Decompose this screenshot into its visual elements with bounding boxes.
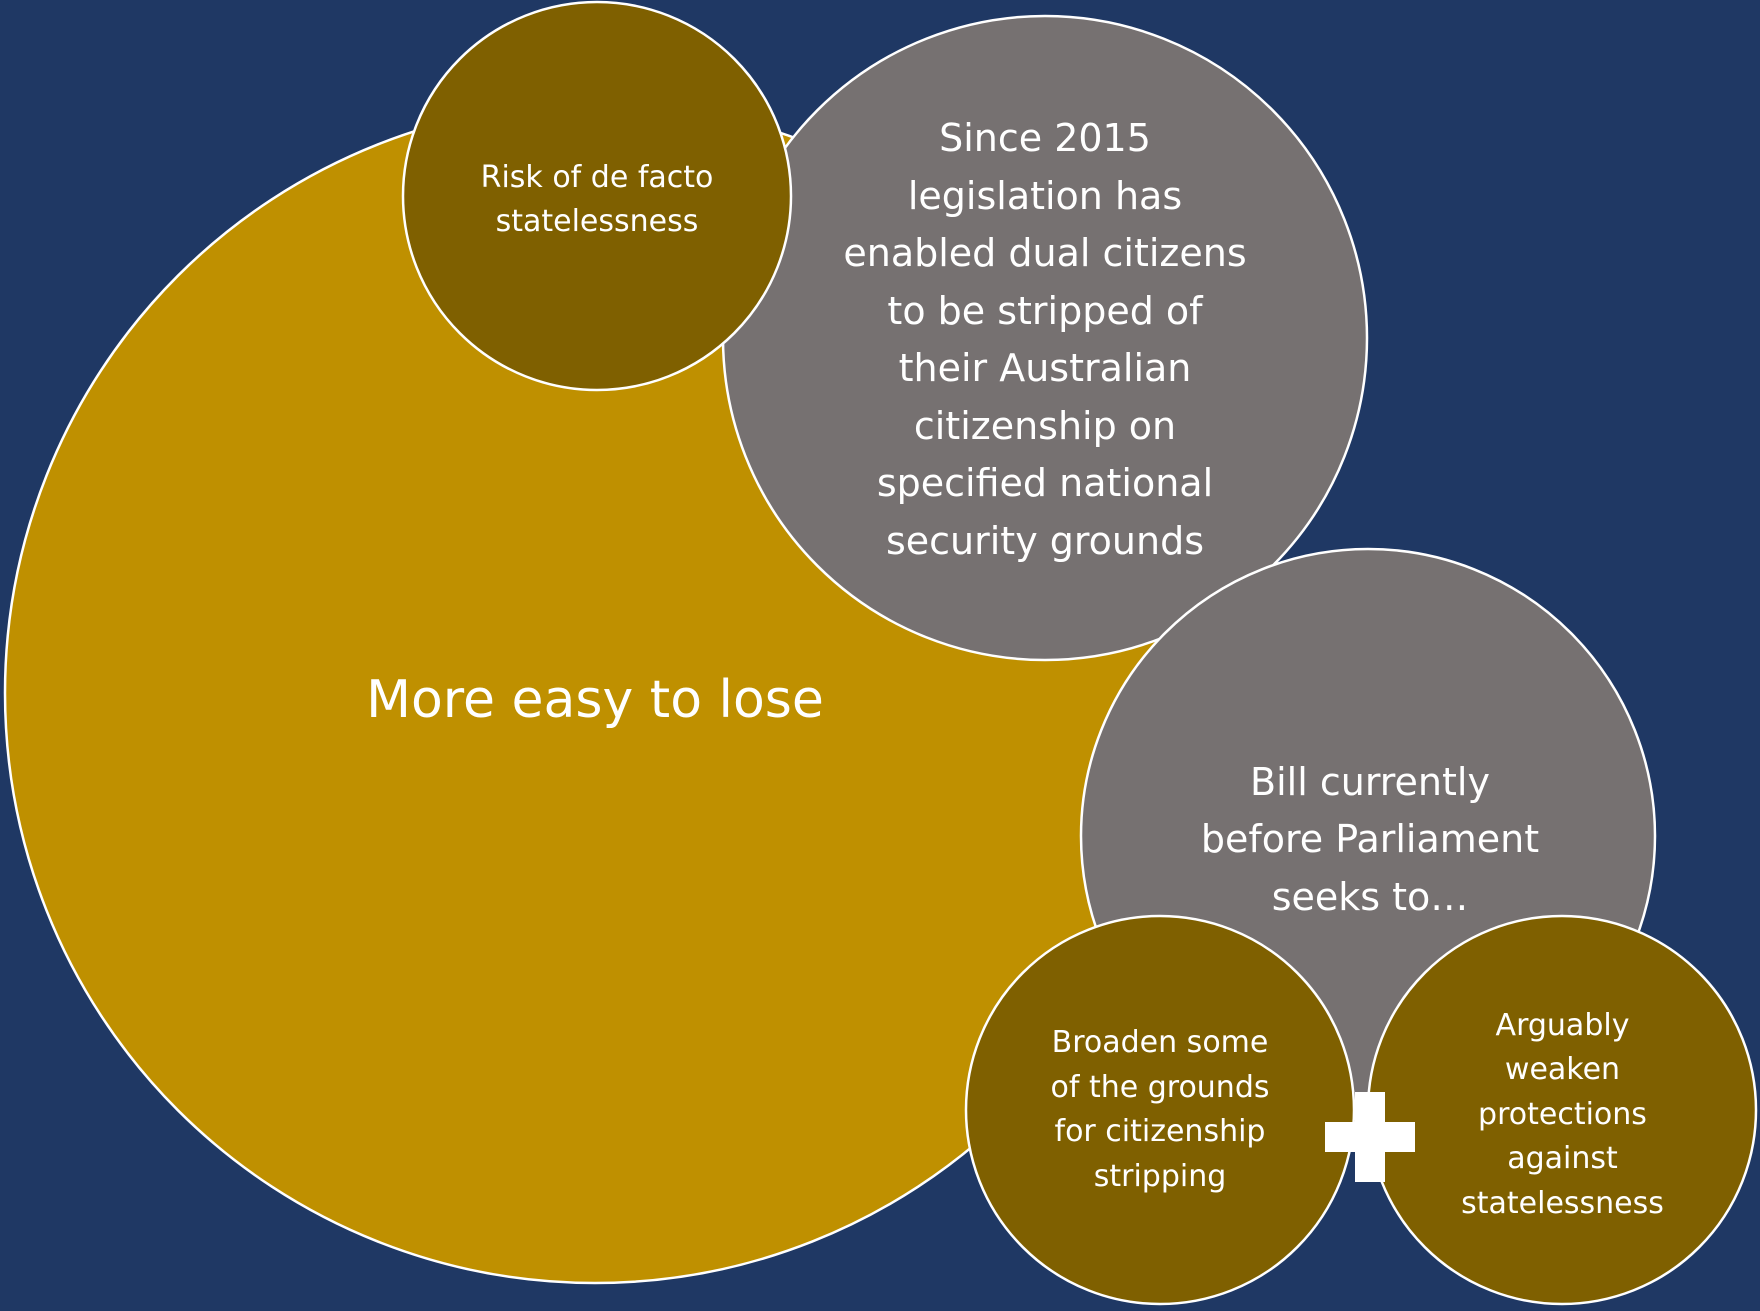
plus-icon — [1325, 1092, 1415, 1182]
bill-circle-label: Bill currently before Parliament seeks t… — [1200, 759, 1540, 919]
main-circle-label: More easy to lose — [366, 670, 824, 730]
arguably-circle-label: Arguably weaken protections against stat… — [1461, 1007, 1664, 1221]
risk-circle-label: Risk of de facto statelessness — [480, 160, 714, 239]
since-circle-label: Since 2015 legislation has enabled dual … — [843, 116, 1247, 563]
broaden-circle-label: Broaden some of the grounds for citizens… — [1050, 1025, 1270, 1194]
broaden-circle — [964, 914, 1356, 1306]
risk-circle — [401, 0, 793, 392]
